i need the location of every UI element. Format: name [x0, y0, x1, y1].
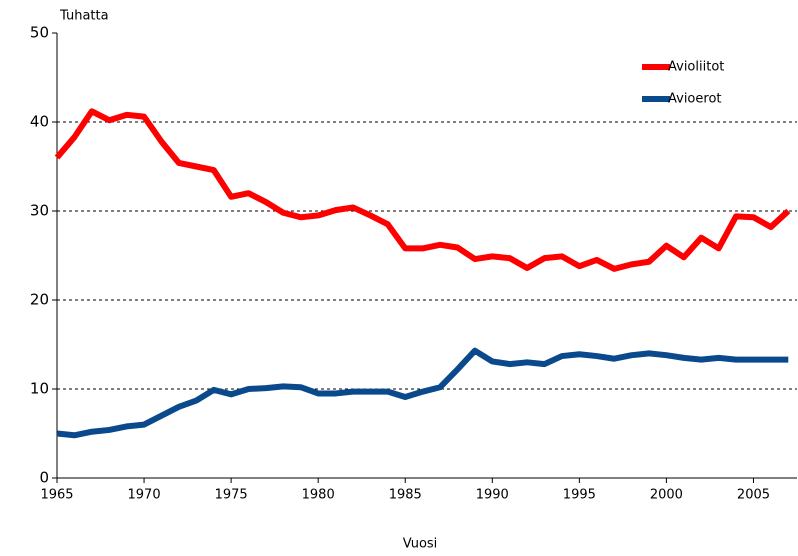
x-tick-label: 1995	[563, 488, 596, 503]
y-tick-label: 0	[39, 469, 49, 487]
x-tick-label: 2005	[737, 488, 770, 503]
x-tick-label: 1990	[476, 488, 509, 503]
x-tick-label: 1985	[389, 488, 422, 503]
x-tick-label: 1970	[128, 488, 161, 503]
series-line	[56, 347, 789, 439]
x-tick-label: 1980	[302, 488, 335, 503]
y-tick-label: 40	[30, 113, 49, 131]
x-tick-label: 2000	[650, 488, 683, 503]
y-tick-label: 10	[30, 380, 49, 398]
y-tick-label: 20	[30, 291, 49, 309]
y-axis-label: Tuhatta	[59, 9, 109, 24]
x-tick-label: 1975	[215, 488, 248, 503]
x-axis-label: Vuosi	[403, 537, 438, 552]
series-line	[54, 108, 791, 272]
y-tick-label: 30	[30, 202, 49, 220]
legend-label: Avioliitot	[668, 60, 724, 75]
legend-label: Avioerot	[668, 92, 722, 107]
x-tick-label: 1965	[40, 488, 73, 503]
y-tick-label: 50	[30, 24, 49, 42]
